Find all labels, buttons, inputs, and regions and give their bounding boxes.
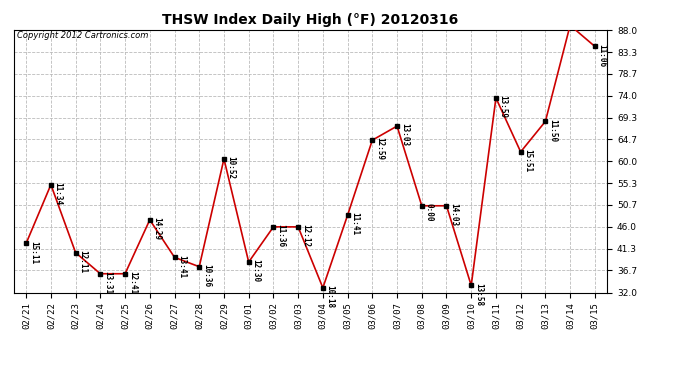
Text: 14:16: 14:16: [0, 374, 1, 375]
Text: 14:03: 14:03: [449, 203, 458, 226]
Text: 13:59: 13:59: [499, 95, 508, 118]
Text: 12:30: 12:30: [251, 259, 260, 282]
Text: 11:34: 11:34: [54, 182, 63, 205]
Text: 10:18: 10:18: [326, 285, 335, 308]
Text: 12:12: 12:12: [301, 224, 310, 247]
Text: 12:59: 12:59: [375, 137, 384, 160]
Text: 13:41: 13:41: [177, 255, 186, 278]
Text: 12:11: 12:11: [79, 250, 88, 273]
Text: 13:03: 13:03: [400, 123, 408, 147]
Text: Copyright 2012 Cartronics.com: Copyright 2012 Cartronics.com: [17, 32, 148, 40]
Text: 13:31: 13:31: [103, 271, 112, 294]
Text: 13:58: 13:58: [474, 283, 483, 306]
Text: 10:52: 10:52: [227, 156, 236, 179]
Text: 10:36: 10:36: [202, 264, 211, 287]
Text: 0:00: 0:00: [424, 203, 433, 222]
Text: 11:41: 11:41: [351, 212, 359, 236]
Text: 11:36: 11:36: [276, 224, 285, 247]
Text: 11:50: 11:50: [548, 118, 557, 142]
Text: 14:29: 14:29: [152, 217, 161, 240]
Text: 12:41: 12:41: [128, 271, 137, 294]
Title: THSW Index Daily High (°F) 20120316: THSW Index Daily High (°F) 20120316: [162, 13, 459, 27]
Text: 15:51: 15:51: [524, 149, 533, 172]
Text: 11:06: 11:06: [598, 44, 607, 67]
Text: 15:11: 15:11: [29, 240, 38, 264]
